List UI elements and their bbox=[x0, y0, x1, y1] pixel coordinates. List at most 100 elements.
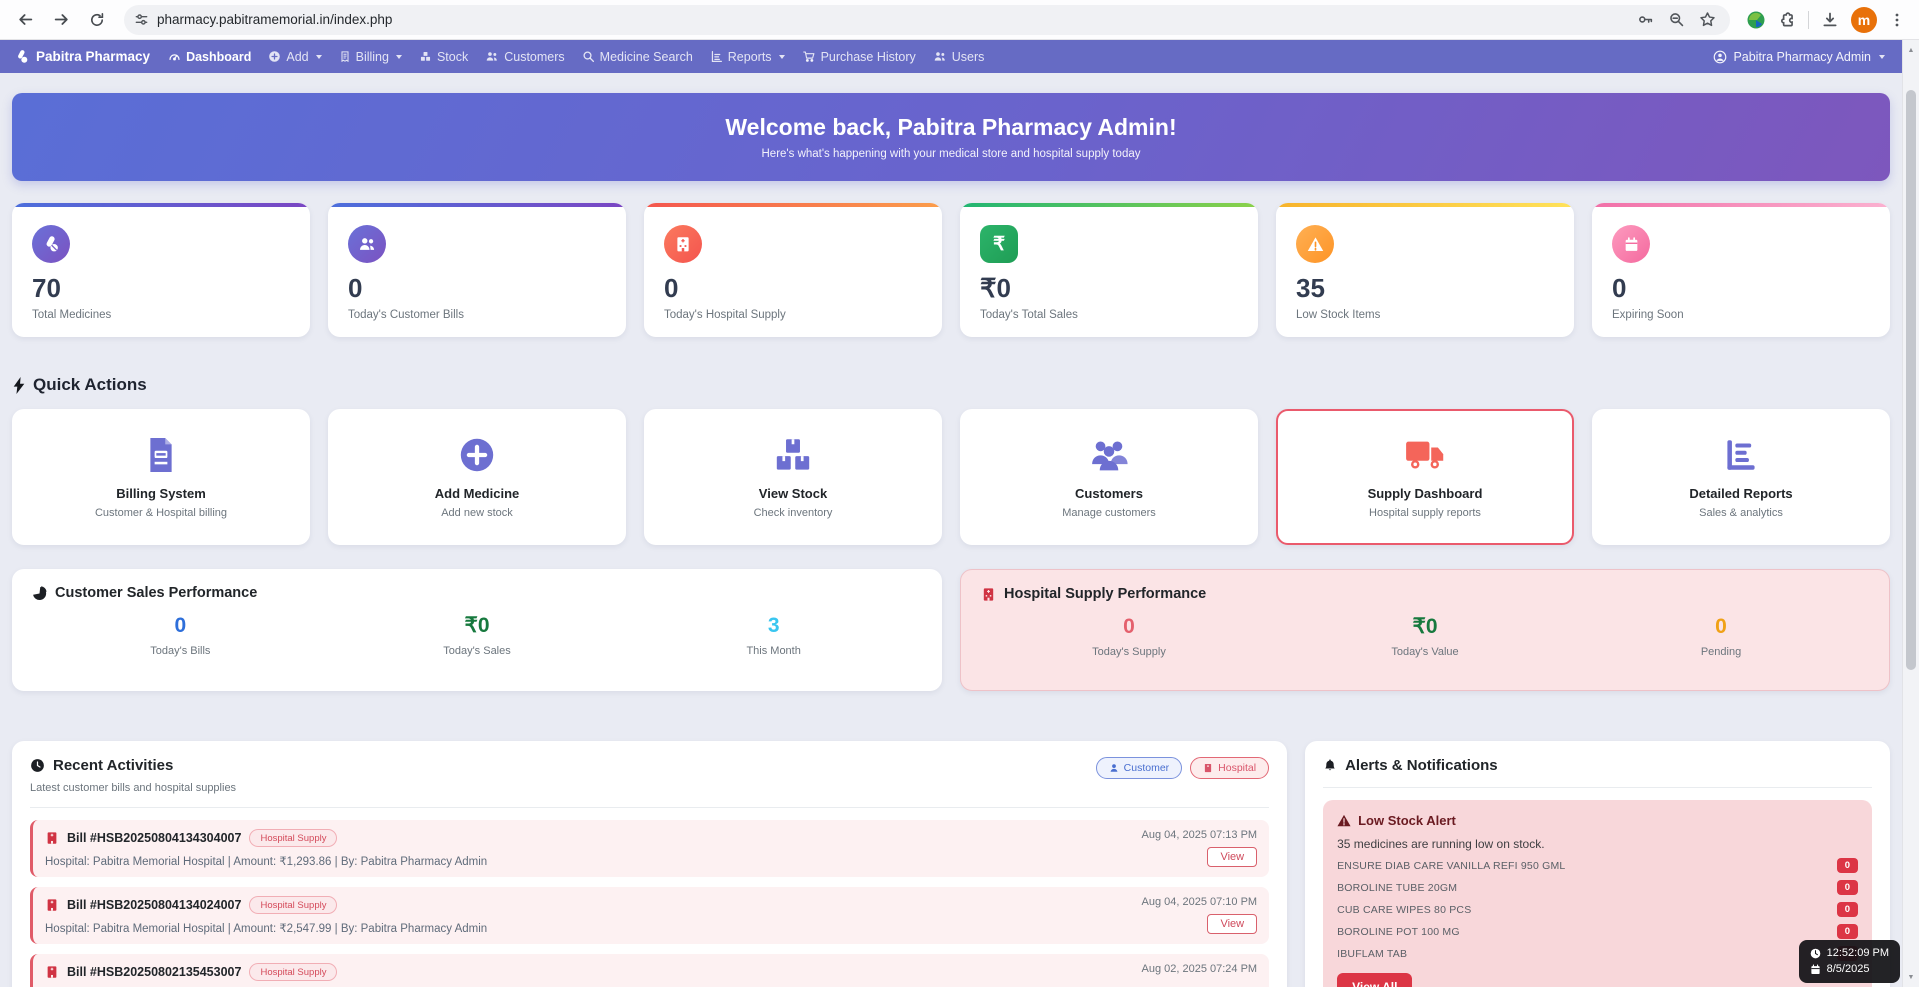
chart-icon bbox=[711, 51, 722, 62]
stat-value: 0 bbox=[348, 273, 363, 303]
qa-detailed-reports[interactable]: Detailed Reports Sales & analytics bbox=[1592, 409, 1890, 545]
filter-customer-button[interactable]: Customer bbox=[1095, 757, 1183, 779]
boxes-icon bbox=[420, 52, 431, 61]
bill-type-badge: Hospital Supply bbox=[249, 896, 338, 914]
qa-supply-dashboard[interactable]: Supply Dashboard Hospital supply reports bbox=[1276, 409, 1574, 545]
nav-stock[interactable]: Stock bbox=[419, 50, 468, 64]
truck-icon bbox=[1405, 436, 1445, 474]
pills-icon bbox=[18, 50, 28, 63]
perf-stat: 0 Pending bbox=[1700, 615, 1742, 658]
bar-chart-icon bbox=[1724, 436, 1758, 474]
quick-actions-heading: Quick Actions bbox=[12, 375, 1890, 395]
forward-button[interactable] bbox=[46, 5, 76, 35]
downloads-icon[interactable] bbox=[1821, 11, 1839, 29]
reload-icon bbox=[91, 12, 104, 26]
stat-label: Today's Total Sales bbox=[980, 309, 1078, 321]
bill-type-badge: Hospital Supply bbox=[249, 963, 338, 981]
pie-chart-icon bbox=[33, 585, 47, 600]
nav-medicine-search[interactable]: Medicine Search bbox=[582, 50, 693, 64]
filter-hospital-button[interactable]: Hospital bbox=[1190, 757, 1270, 779]
view-bill-button[interactable]: View bbox=[1207, 847, 1258, 867]
plus-circle-icon bbox=[459, 436, 495, 474]
divider bbox=[30, 807, 1270, 808]
low-stock-alert-box: Low Stock Alert 35 medicines are running… bbox=[1323, 800, 1872, 987]
nav-customers[interactable]: Customers bbox=[485, 50, 565, 64]
bill-row[interactable]: Bill #HSB20250804134024007 Hospital Supp… bbox=[30, 887, 1270, 944]
brand[interactable]: Pabitra Pharmacy bbox=[14, 49, 150, 64]
qa-view-stock[interactable]: View Stock Check inventory bbox=[644, 409, 942, 545]
stats-row: 70 Total Medicines 0 Today's Customer Bi… bbox=[12, 203, 1890, 337]
boxes-icon bbox=[775, 436, 811, 474]
nav-add[interactable]: Add bbox=[268, 50, 322, 64]
password-key-icon[interactable] bbox=[1637, 11, 1654, 28]
customer-sales-performance: Customer Sales Performance 0 Today's Bill… bbox=[12, 569, 942, 691]
stock-count-badge: 0 bbox=[1836, 924, 1858, 939]
site-info-icon[interactable] bbox=[134, 12, 149, 27]
extensions-puzzle-icon[interactable] bbox=[1778, 11, 1796, 29]
nav-reports[interactable]: Reports bbox=[710, 50, 785, 64]
users-icon bbox=[486, 52, 498, 61]
warning-icon bbox=[1337, 814, 1351, 827]
bill-details: Hospital: Pabitra Memorial Hospital | Am… bbox=[45, 923, 488, 935]
hospital-icon bbox=[47, 832, 57, 844]
app-navbar: Pabitra Pharmacy Dashboard Add Billing S… bbox=[0, 40, 1919, 73]
qa-add-medicine[interactable]: Add Medicine Add new stock bbox=[328, 409, 626, 545]
bottom-row: Recent Activities Latest customer bills … bbox=[12, 741, 1890, 987]
chevron-down-icon bbox=[315, 54, 322, 59]
reload-button[interactable] bbox=[82, 5, 112, 35]
bill-number: Bill #HSB20250804134304007 bbox=[67, 831, 242, 845]
bill-date: Aug 02, 2025 07:24 PM bbox=[1141, 963, 1258, 975]
nav-dashboard[interactable]: Dashboard bbox=[168, 50, 251, 64]
low-stock-item: BOROLINE TUBE 20GM 0 bbox=[1337, 880, 1858, 895]
welcome-subtitle: Here's what's happening with your medica… bbox=[761, 148, 1141, 160]
hospital-supply-performance: Hospital Supply Performance 0 Today's Sup… bbox=[960, 569, 1890, 691]
warning-icon bbox=[1296, 225, 1334, 263]
bell-icon bbox=[1325, 759, 1335, 771]
scrollbar-thumb[interactable] bbox=[1906, 90, 1916, 670]
clock-icon bbox=[31, 759, 44, 772]
url-bar[interactable]: pharmacy.pabitramemorial.in/index.php bbox=[124, 4, 1730, 35]
bill-row[interactable]: Bill #HSB20250804134304007 Hospital Supp… bbox=[30, 820, 1270, 877]
qa-billing-system[interactable]: Billing System Customer & Hospital billi… bbox=[12, 409, 310, 545]
bill-number: Bill #HSB20250804134024007 bbox=[67, 898, 242, 912]
alert-text: 35 medicines are running low on stock. bbox=[1337, 837, 1545, 851]
stat-value: ₹0 bbox=[980, 273, 1012, 303]
scroll-down-arrow[interactable]: ▼ bbox=[1907, 973, 1915, 981]
url-text[interactable]: pharmacy.pabitramemorial.in/index.php bbox=[157, 12, 393, 27]
perf-stat: 3 This Month bbox=[746, 614, 801, 657]
chevron-down-icon bbox=[778, 54, 785, 59]
nav-users[interactable]: Users bbox=[933, 50, 984, 64]
bookmark-star-icon[interactable] bbox=[1699, 11, 1716, 28]
stock-count-badge: 0 bbox=[1836, 902, 1858, 917]
low-stock-item: CUB CARE WIPES 80 PCS 0 bbox=[1337, 902, 1858, 917]
hospital-icon bbox=[47, 899, 57, 911]
stock-count-badge: 0 bbox=[1836, 880, 1858, 895]
speedometer-icon bbox=[169, 54, 180, 61]
pills-icon bbox=[32, 225, 70, 263]
bill-row[interactable]: Bill #HSB20250802135453007 Hospital Supp… bbox=[30, 954, 1270, 987]
scroll-up-arrow[interactable]: ▲ bbox=[1907, 46, 1915, 54]
alerts-panel: Alerts & Notifications Low Stock Alert 3… bbox=[1305, 741, 1890, 987]
back-button[interactable] bbox=[10, 5, 40, 35]
qa-customers[interactable]: Customers Manage customers bbox=[960, 409, 1258, 545]
view-bill-button[interactable]: View bbox=[1207, 914, 1258, 934]
stat-card-low-stock: 35 Low Stock Items bbox=[1276, 203, 1574, 337]
user-menu[interactable]: Pabitra Pharmacy Admin bbox=[1713, 50, 1885, 64]
zoom-out-icon[interactable] bbox=[1668, 11, 1685, 28]
recent-activities-panel: Recent Activities Latest customer bills … bbox=[12, 741, 1288, 987]
stat-card-customer-bills: 0 Today's Customer Bills bbox=[328, 203, 626, 337]
stat-label: Today's Customer Bills bbox=[348, 309, 464, 321]
page-scrollbar[interactable]: ▲ ▼ bbox=[1902, 40, 1919, 987]
nav-purchase-history[interactable]: Purchase History bbox=[802, 50, 916, 64]
alerts-title: Alerts & Notifications bbox=[1345, 757, 1498, 774]
stock-count-badge: 0 bbox=[1836, 858, 1858, 873]
profile-avatar[interactable]: m bbox=[1851, 6, 1877, 33]
view-all-button[interactable]: View All bbox=[1337, 973, 1413, 987]
person-circle-icon bbox=[1714, 50, 1727, 63]
perf-stat: 0 Today's Supply bbox=[1092, 615, 1166, 658]
perf-stat: ₹0 Today's Value bbox=[1391, 615, 1459, 658]
idm-extension-icon[interactable] bbox=[1746, 10, 1766, 30]
nav-billing[interactable]: Billing bbox=[339, 50, 402, 64]
browser-menu-icon[interactable] bbox=[1889, 12, 1905, 28]
low-stock-item: ENSURE DIAB CARE VANILLA REFI 950 GML 0 bbox=[1337, 858, 1858, 873]
